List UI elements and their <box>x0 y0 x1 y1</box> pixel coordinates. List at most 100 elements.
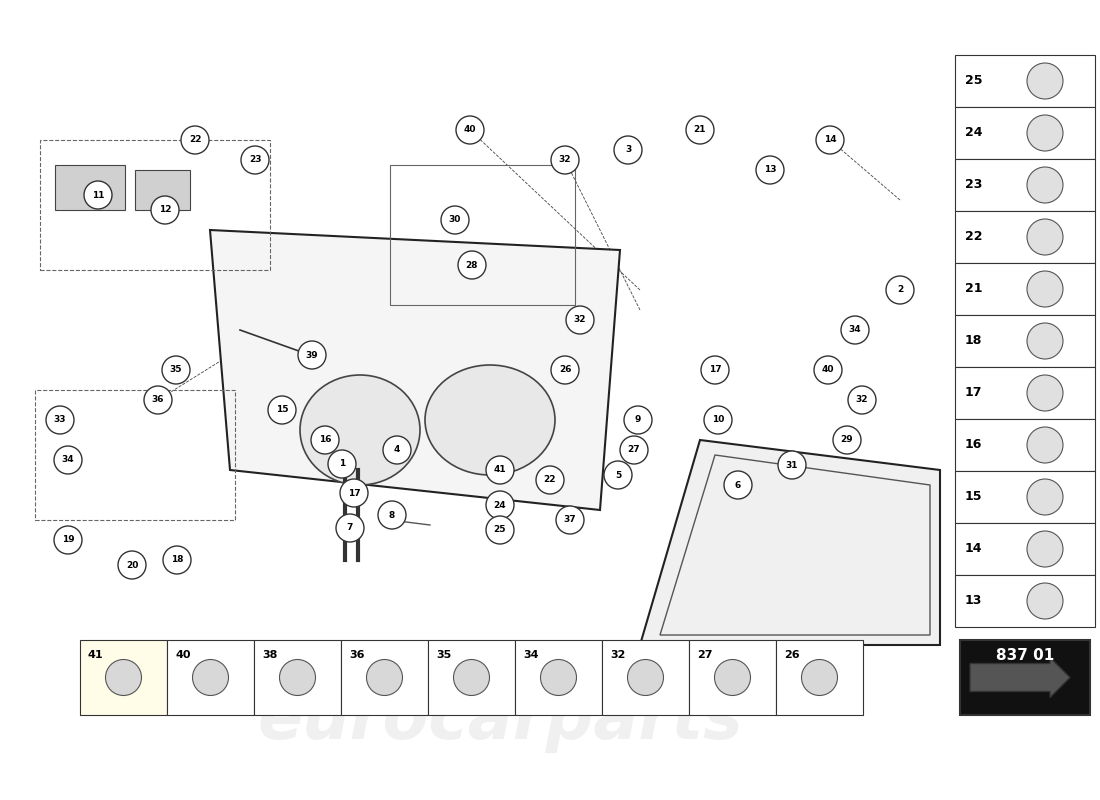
Text: 36: 36 <box>349 650 364 660</box>
Bar <box>689 640 776 715</box>
Bar <box>955 159 1094 211</box>
Ellipse shape <box>300 375 420 485</box>
Bar <box>40 140 270 270</box>
Bar <box>955 107 1094 159</box>
Circle shape <box>1027 63 1063 99</box>
Circle shape <box>778 451 806 479</box>
Text: 27: 27 <box>697 650 713 660</box>
Polygon shape <box>210 230 620 510</box>
Circle shape <box>551 356 579 384</box>
Circle shape <box>842 316 869 344</box>
Bar <box>960 640 1090 715</box>
Text: 10: 10 <box>712 415 724 425</box>
Circle shape <box>1027 323 1063 359</box>
Text: 20: 20 <box>125 561 139 570</box>
Circle shape <box>704 406 732 434</box>
Bar <box>955 471 1094 523</box>
Text: 22: 22 <box>189 135 201 145</box>
Text: 40: 40 <box>822 366 834 374</box>
Text: 16: 16 <box>319 435 331 445</box>
Text: 4: 4 <box>394 446 400 454</box>
Text: 41: 41 <box>494 466 506 474</box>
Text: 23: 23 <box>249 155 262 165</box>
Text: 16: 16 <box>965 438 982 451</box>
Text: 25: 25 <box>965 74 982 87</box>
Circle shape <box>701 356 729 384</box>
Text: 13: 13 <box>965 594 982 607</box>
Text: 11: 11 <box>91 190 104 199</box>
Text: 33: 33 <box>54 415 66 425</box>
Bar <box>515 640 602 715</box>
Circle shape <box>441 206 469 234</box>
Circle shape <box>182 126 209 154</box>
Text: 26: 26 <box>559 366 571 374</box>
Circle shape <box>366 659 403 695</box>
Text: 37: 37 <box>563 515 576 525</box>
Text: 19: 19 <box>62 535 75 545</box>
Bar <box>35 390 235 520</box>
Text: 13: 13 <box>763 166 777 174</box>
FancyArrow shape <box>970 658 1070 698</box>
Circle shape <box>486 456 514 484</box>
Text: 14: 14 <box>965 542 982 555</box>
Bar <box>955 315 1094 367</box>
Circle shape <box>1027 427 1063 463</box>
Circle shape <box>336 514 364 542</box>
Circle shape <box>298 341 326 369</box>
Bar <box>80 640 167 715</box>
Circle shape <box>486 516 514 544</box>
Text: 25: 25 <box>494 526 506 534</box>
Circle shape <box>756 156 784 184</box>
Circle shape <box>84 181 112 209</box>
Circle shape <box>802 659 837 695</box>
Bar <box>428 640 515 715</box>
Circle shape <box>620 436 648 464</box>
Circle shape <box>833 426 861 454</box>
Circle shape <box>163 546 191 574</box>
Circle shape <box>311 426 339 454</box>
Circle shape <box>724 471 752 499</box>
Text: 34: 34 <box>522 650 539 660</box>
Bar <box>602 640 689 715</box>
Text: 28: 28 <box>465 261 478 270</box>
Circle shape <box>192 659 229 695</box>
Bar <box>955 211 1094 263</box>
Text: 9: 9 <box>635 415 641 425</box>
Text: 12: 12 <box>158 206 172 214</box>
Text: 24: 24 <box>965 126 982 139</box>
Circle shape <box>566 306 594 334</box>
Text: 40: 40 <box>464 126 476 134</box>
Bar <box>955 523 1094 575</box>
Text: 39: 39 <box>306 350 318 359</box>
Text: 32: 32 <box>856 395 868 405</box>
Text: 15: 15 <box>276 406 288 414</box>
Circle shape <box>144 386 172 414</box>
Circle shape <box>1027 375 1063 411</box>
Circle shape <box>106 659 142 695</box>
Circle shape <box>383 436 411 464</box>
Ellipse shape <box>425 365 556 475</box>
Circle shape <box>886 276 914 304</box>
Bar <box>341 640 428 715</box>
Circle shape <box>54 446 82 474</box>
Circle shape <box>340 479 368 507</box>
Bar <box>135 170 190 210</box>
Text: 21: 21 <box>694 126 706 134</box>
Text: 38: 38 <box>262 650 277 660</box>
Circle shape <box>627 659 663 695</box>
Circle shape <box>486 491 514 519</box>
Text: 15: 15 <box>965 490 982 503</box>
Circle shape <box>46 406 74 434</box>
Circle shape <box>54 526 82 554</box>
Circle shape <box>814 356 842 384</box>
Circle shape <box>268 396 296 424</box>
Circle shape <box>556 506 584 534</box>
Circle shape <box>279 659 316 695</box>
Circle shape <box>162 356 190 384</box>
Bar <box>955 419 1094 471</box>
Text: 35: 35 <box>436 650 451 660</box>
Text: 36: 36 <box>152 395 164 405</box>
Circle shape <box>540 659 576 695</box>
Text: 18: 18 <box>965 334 982 347</box>
Bar <box>254 640 341 715</box>
